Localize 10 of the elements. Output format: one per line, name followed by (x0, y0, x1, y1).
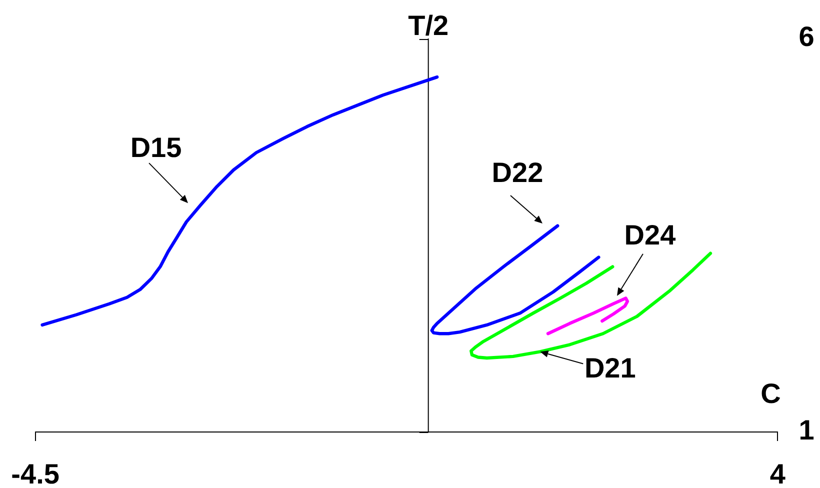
annotation: D22 (492, 157, 544, 188)
y-axis-title: T/2 (408, 10, 449, 41)
x-tick-label: -4.5 (11, 458, 60, 488)
annotation: D24 (624, 220, 676, 251)
annotation: D15 (130, 132, 182, 163)
x-tick-label: 4 (770, 458, 786, 488)
y-tick-label: 6 (798, 21, 814, 52)
y-tick-label: 1 (798, 414, 814, 446)
x-axis-title: C (760, 378, 781, 409)
annotation: D21 (584, 352, 636, 384)
